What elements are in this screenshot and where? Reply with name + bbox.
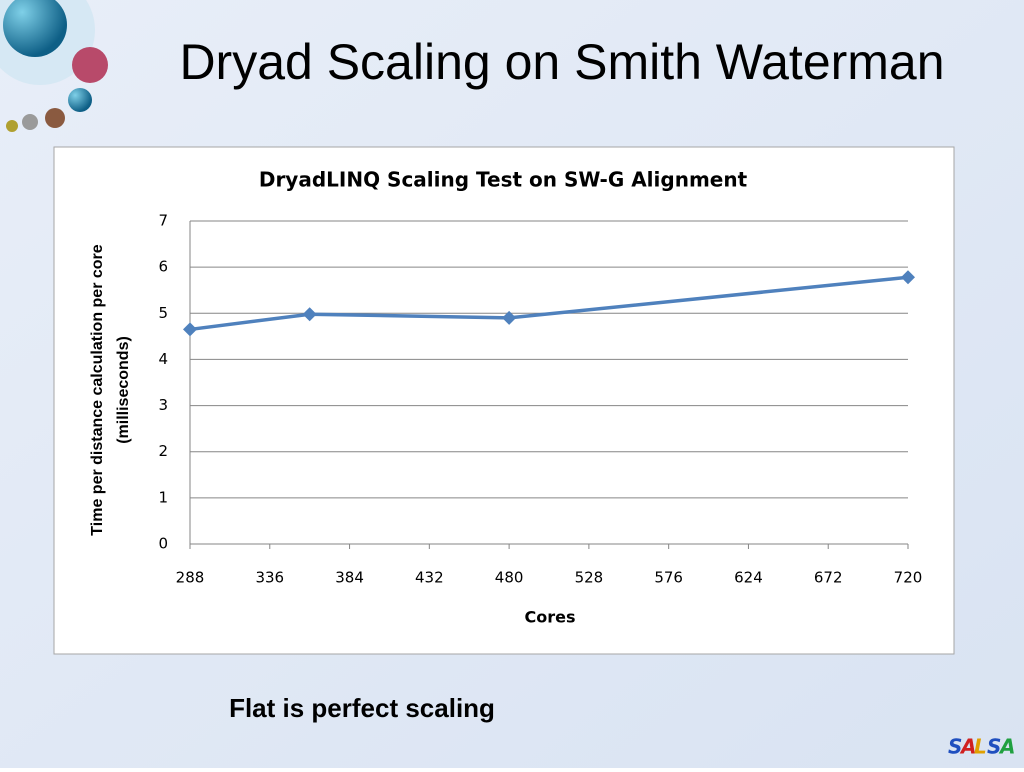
x-tick-label: 288 [176, 569, 205, 587]
y-tick-label: 6 [158, 258, 168, 276]
x-tick-label: 528 [575, 569, 604, 587]
marker [502, 310, 517, 325]
marker [302, 307, 317, 322]
x-tick-label: 576 [654, 569, 683, 587]
y-tick-label: 1 [158, 488, 168, 506]
caption: Flat is perfect scaling [229, 693, 495, 723]
y-tick-label: 3 [158, 396, 168, 414]
x-tick-label: 672 [814, 569, 843, 587]
slide-title: Dryad Scaling on Smith Waterman [179, 34, 944, 90]
x-tick-label: 720 [894, 569, 923, 587]
y-axis-label-line: (milliseconds) [115, 336, 132, 444]
x-tick-label: 432 [415, 569, 444, 587]
logo-letter: S [987, 735, 1001, 759]
y-tick-label: 5 [158, 304, 168, 322]
logo-letter: A [998, 735, 1015, 759]
logo-letter: A [959, 735, 976, 759]
logo-letter: L [974, 735, 987, 759]
x-axis-label: Cores [525, 608, 576, 627]
y-tick-label: 7 [158, 212, 168, 230]
decoration [0, 0, 108, 132]
x-tick-label: 384 [335, 569, 364, 587]
y-axis-label-line: Time per distance calculation per core [89, 244, 106, 535]
series-line [189, 275, 909, 332]
marker [901, 270, 915, 285]
x-tick-label: 336 [255, 569, 284, 587]
marker [183, 322, 197, 337]
y-tick-label: 4 [158, 350, 168, 368]
x-tick-label: 480 [495, 569, 524, 587]
y-tick-label: 0 [158, 535, 168, 553]
chart-frame [53, 146, 955, 655]
logo: SAL SA [948, 735, 1015, 759]
y-tick-label: 2 [158, 442, 168, 460]
y-axis-label: Time per distance calculation per core (… [89, 244, 132, 535]
x-tick-label: 624 [734, 569, 763, 587]
chart-title: DryadLINQ Scaling Test on SW-G Alignment [259, 168, 748, 192]
logo-letter: S [948, 735, 962, 759]
